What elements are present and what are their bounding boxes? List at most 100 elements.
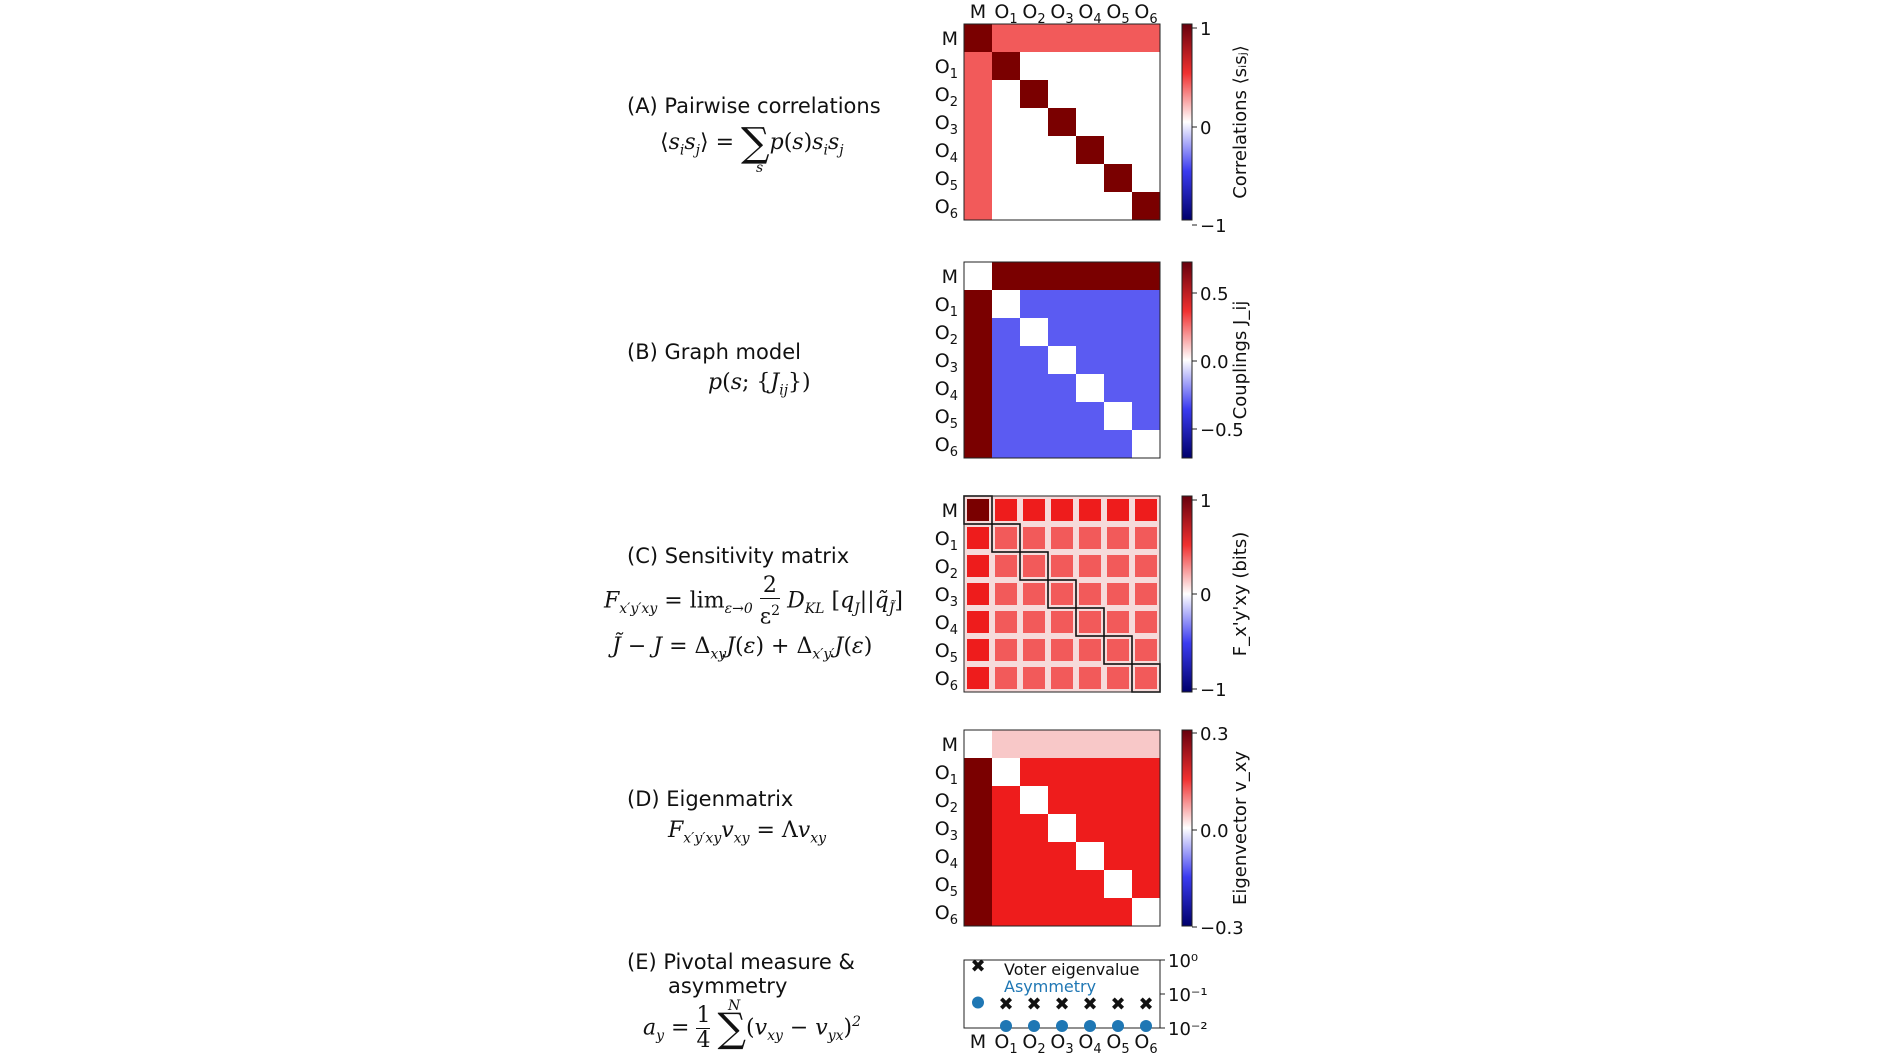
matrix-cell xyxy=(1107,583,1129,605)
matrix-cell xyxy=(1076,52,1105,81)
row-label: O6 xyxy=(935,668,958,694)
matrix-cell xyxy=(1076,24,1105,53)
row-label: O3 xyxy=(935,584,958,610)
matrix-cell xyxy=(1079,611,1101,633)
matrix-cell xyxy=(1048,814,1077,843)
col-label: O6 xyxy=(1134,1,1157,27)
matrix-frame xyxy=(963,495,1161,693)
row-label: M xyxy=(942,266,958,288)
matrix-cell xyxy=(995,639,1017,661)
matrix-cell xyxy=(1020,898,1049,927)
row-label: M xyxy=(942,734,958,756)
matrix-cell xyxy=(1135,555,1157,577)
matrix-cell xyxy=(964,814,993,843)
colorbar-tick-label: 0 xyxy=(1200,118,1211,139)
colorbar xyxy=(1181,261,1193,459)
matrix-cell xyxy=(1023,527,1045,549)
matrix-cell xyxy=(1132,374,1161,403)
x-label: O6 xyxy=(1134,1031,1157,1057)
matrix-cell xyxy=(1132,80,1161,109)
matrix-cell xyxy=(1132,842,1161,871)
matrix-cell xyxy=(992,402,1021,431)
row-label: O6 xyxy=(935,196,958,222)
matrix-cell xyxy=(1020,430,1049,459)
colorbar-tick-label: 0.3 xyxy=(1200,724,1229,745)
matrix-cell xyxy=(1104,786,1133,815)
x-label: O5 xyxy=(1106,1031,1129,1057)
x-label: O3 xyxy=(1050,1031,1073,1057)
matrix-cell xyxy=(1020,192,1049,221)
matrix-cell xyxy=(1076,136,1105,165)
row-label: O3 xyxy=(935,818,958,844)
row-label: O1 xyxy=(935,56,958,82)
voter-marker: ✖ xyxy=(970,956,985,977)
matrix-cell xyxy=(1076,318,1105,347)
matrix-cell xyxy=(1020,318,1049,347)
panel-d-equation: Fx′y′xyvxy = Λvxy xyxy=(668,818,827,847)
row-label: M xyxy=(942,28,958,50)
colorbar-label: Couplings J_ij xyxy=(1230,301,1251,420)
matrix-cell xyxy=(995,611,1017,633)
matrix-cell xyxy=(992,786,1021,815)
matrix-cell xyxy=(1051,499,1073,521)
matrix-cell xyxy=(1104,758,1133,787)
asymmetry-marker xyxy=(1112,1020,1124,1032)
row-label: O4 xyxy=(935,846,958,872)
row-label: O1 xyxy=(935,528,958,554)
matrix-cell xyxy=(995,527,1017,549)
matrix-cell xyxy=(995,667,1017,689)
colorbar-tick-label: 0 xyxy=(1200,585,1211,606)
col-label: O2 xyxy=(1022,1,1045,27)
matrix-cell xyxy=(964,430,993,459)
matrix-cell xyxy=(1135,527,1157,549)
panel-d-title: (D) Eigenmatrix xyxy=(627,787,794,811)
asymmetry-marker xyxy=(1000,1020,1012,1032)
matrix-cell xyxy=(1048,108,1077,137)
matrix-cell xyxy=(1048,374,1077,403)
matrix-cell xyxy=(1132,192,1161,221)
matrix-cell xyxy=(1051,639,1073,661)
matrix-cell xyxy=(1048,786,1077,815)
matrix-cell xyxy=(1020,52,1049,81)
asymmetry-marker xyxy=(1084,1020,1096,1032)
row-label: O5 xyxy=(935,406,958,432)
panel-e-title-1: (E) Pivotal measure & xyxy=(627,950,855,974)
matrix-cell xyxy=(1023,499,1045,521)
matrix-cell xyxy=(1020,24,1049,53)
matrix-cell xyxy=(1104,374,1133,403)
diagonal-box xyxy=(991,523,1021,553)
matrix-cell xyxy=(964,374,993,403)
matrix-cell xyxy=(1048,164,1077,193)
matrix-cell xyxy=(1076,430,1105,459)
diagonal-box xyxy=(1075,607,1105,637)
matrix-cell xyxy=(1048,24,1077,53)
row-label: O5 xyxy=(935,640,958,666)
matrix-cell xyxy=(1020,730,1049,759)
matrix-cell xyxy=(995,583,1017,605)
matrix-cell xyxy=(992,262,1021,291)
matrix-cell xyxy=(995,499,1017,521)
matrix-cell xyxy=(992,318,1021,347)
matrix-cell xyxy=(1076,842,1105,871)
matrix-cell xyxy=(1051,555,1073,577)
matrix-cell xyxy=(992,758,1021,787)
row-label: O2 xyxy=(935,322,958,348)
matrix-cell xyxy=(1135,611,1157,633)
x-label: O4 xyxy=(1078,1031,1101,1057)
voter-marker: ✖ xyxy=(998,994,1013,1015)
matrix-cell xyxy=(1076,402,1105,431)
matrix-cell xyxy=(1104,346,1133,375)
matrix-cell xyxy=(1135,667,1157,689)
matrix-cell xyxy=(992,730,1021,759)
matrix-cell xyxy=(1132,108,1161,137)
row-label: O4 xyxy=(935,378,958,404)
matrix-cell xyxy=(1076,262,1105,291)
matrix-cell xyxy=(1104,870,1133,899)
matrix-cell xyxy=(1051,667,1073,689)
row-label: O6 xyxy=(935,434,958,460)
matrix-cell xyxy=(967,611,989,633)
matrix-cell xyxy=(967,527,989,549)
matrix-cell xyxy=(1104,262,1133,291)
matrix-cell xyxy=(1020,346,1049,375)
row-label: O3 xyxy=(935,112,958,138)
